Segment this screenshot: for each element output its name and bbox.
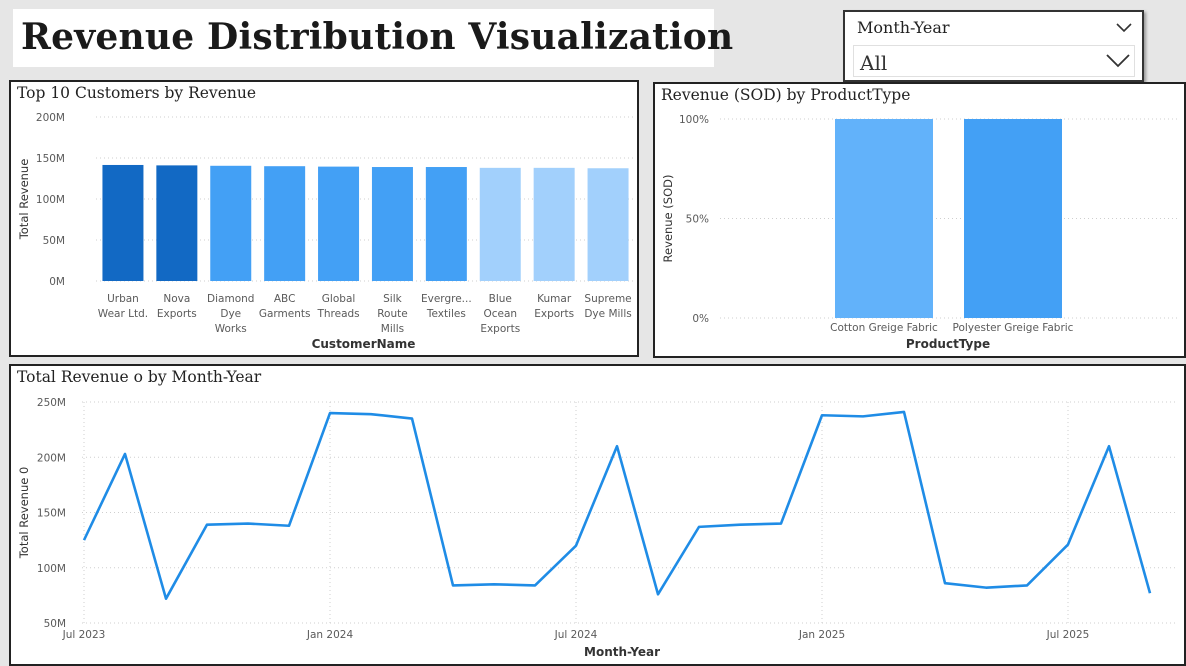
top-customers-chart-panel[interactable]: Top 10 Customers by Revenue 0M 50M 100M 150…	[9, 80, 639, 357]
slicer-selected-value: All	[860, 51, 888, 75]
y-tick-label: 150M	[36, 153, 65, 165]
y-tick-label: 100M	[37, 563, 66, 575]
x-tick-label: Polyester Greige Fabric	[953, 322, 1074, 334]
y-tick-label: 50M	[44, 618, 66, 630]
chevron-down-icon[interactable]	[1106, 54, 1130, 73]
x-tick-label: Jul 2024	[554, 629, 598, 641]
y-axis-label: Revenue (SOD)	[661, 175, 675, 263]
bar	[371, 167, 413, 281]
y-tick-label: 100M	[36, 194, 65, 206]
x-tick-label: Blue Ocean Exports	[480, 293, 520, 335]
bar	[318, 166, 360, 281]
bar	[156, 165, 198, 281]
x-tick-label: Supreme Dye Mills	[584, 293, 631, 320]
chart-title: Top 10 Customers by Revenue	[17, 84, 257, 102]
x-tick-label: ABC Garments	[259, 293, 311, 320]
chevron-down-icon[interactable]	[1116, 20, 1132, 38]
y-tick-label: 200M	[36, 112, 65, 124]
bar	[210, 165, 252, 281]
x-axis-label: ProductType	[906, 337, 990, 351]
bar	[587, 168, 629, 281]
y-tick-label: 150M	[37, 508, 66, 520]
chart-title: Total Revenue o by Month-Year	[17, 368, 262, 386]
revenue-by-month-chart-panel[interactable]: Total Revenue o by Month-Year 50M 100M 150…	[9, 364, 1186, 666]
bar	[102, 164, 144, 281]
x-tick-label: Diamond Dye Works	[207, 293, 254, 335]
x-axis-label: Month-Year	[584, 645, 660, 659]
x-tick-label: Kumar Exports	[534, 293, 574, 320]
y-axis-label: Total Revenue	[17, 159, 31, 241]
bar	[479, 167, 521, 281]
x-tick-label: Jul 2023	[62, 629, 106, 641]
y-tick-label: 50%	[686, 214, 709, 226]
x-tick-label: Jul 2025	[1046, 629, 1090, 641]
y-tick-label: 250M	[37, 397, 66, 409]
y-tick-label: 0M	[49, 276, 65, 288]
x-tick-label: Silk Route Mills	[377, 293, 407, 335]
x-axis-label: CustomerName	[312, 337, 416, 351]
top-customers-chart[interactable]: 0M 50M 100M 150M 200M Urban Wear Ltd. Nova Expor…	[11, 82, 637, 355]
month-year-slicer[interactable]: Month-Year All	[843, 10, 1144, 82]
title-box: Revenue Distribution Visualization	[13, 9, 733, 67]
page-title: Revenue Distribution Visualization	[21, 16, 734, 58]
x-tick-label: Urban Wear Ltd.	[98, 293, 148, 320]
y-tick-label: 50M	[43, 235, 65, 247]
chart-title: Revenue (SOD) by ProductType	[661, 86, 911, 104]
revenue-by-month-chart[interactable]: 50M 100M 150M 200M 250M Jul 2023 Jan 2024 Jul 2…	[11, 366, 1184, 664]
y-axis-label: Total Revenue 0	[17, 467, 31, 560]
x-tick-label: Cotton Greige Fabric	[830, 322, 938, 334]
bar	[835, 119, 933, 318]
bar	[964, 119, 1062, 318]
y-tick-label: 100%	[679, 114, 709, 126]
slicer-header-label: Month-Year	[857, 18, 950, 37]
product-type-chart[interactable]: 0% 50% 100% Cotton Greige Fabric Polyester G…	[655, 84, 1184, 356]
series-line	[82, 410, 1152, 600]
slicer-dropdown[interactable]: All	[853, 45, 1135, 77]
bar	[533, 167, 575, 281]
x-tick-label: Nova Exports	[157, 293, 197, 320]
product-type-chart-panel[interactable]: Revenue (SOD) by ProductType 0% 50% 100% Co…	[653, 82, 1186, 358]
y-tick-label: 200M	[37, 452, 66, 464]
x-tick-label: Jan 2024	[306, 629, 354, 641]
x-tick-label: Global Threads	[316, 293, 359, 320]
bar	[425, 167, 467, 281]
x-tick-label: Jan 2025	[798, 629, 845, 641]
x-tick-label: Evergre... Textiles	[421, 293, 472, 320]
bar	[264, 166, 306, 281]
y-tick-label: 0%	[692, 313, 709, 325]
